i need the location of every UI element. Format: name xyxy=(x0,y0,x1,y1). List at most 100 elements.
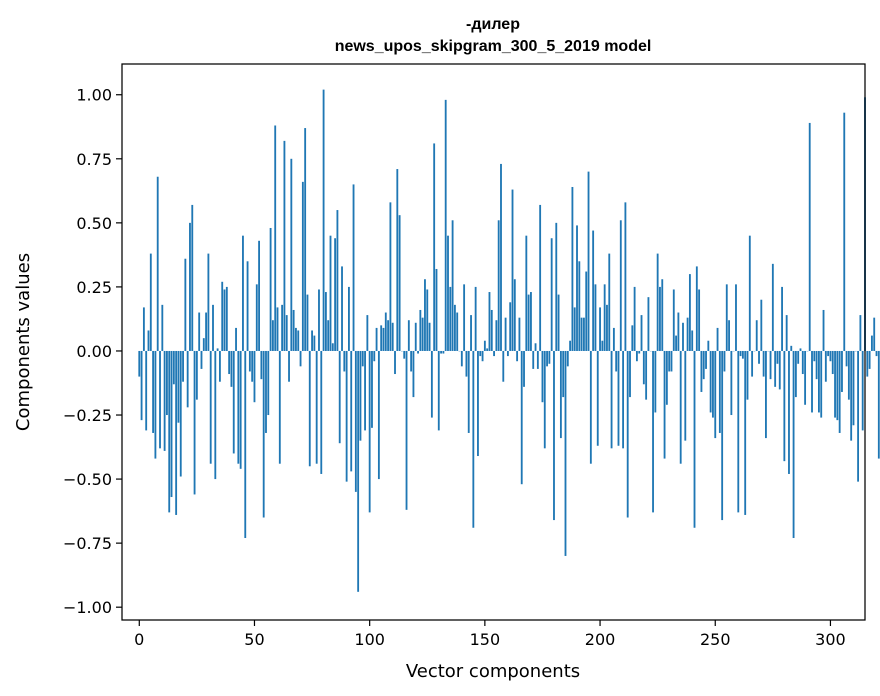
bar-173 xyxy=(536,350,539,369)
bar-293 xyxy=(813,350,816,362)
bar-135 xyxy=(449,286,452,351)
bar-4 xyxy=(147,330,150,351)
bar-308 xyxy=(847,350,850,400)
bar-247 xyxy=(707,340,710,351)
bar-270 xyxy=(760,299,763,351)
bar-260 xyxy=(737,350,740,513)
y-tick-label: −0.25 xyxy=(63,406,112,425)
bar-82 xyxy=(327,320,330,351)
bar-119 xyxy=(412,350,415,398)
bar-124 xyxy=(424,279,426,351)
bar-73 xyxy=(306,294,309,351)
bar-89 xyxy=(343,350,346,372)
bar-320 xyxy=(875,350,878,357)
bar-241 xyxy=(693,350,696,528)
y-tick-label: 1.00 xyxy=(76,86,112,105)
bar-134 xyxy=(447,235,449,351)
bar-205 xyxy=(610,350,613,449)
bar-171 xyxy=(532,350,535,369)
bar-200 xyxy=(599,307,601,351)
bar-242 xyxy=(695,266,698,351)
x-tick-label: 250 xyxy=(700,630,731,649)
bar-40 xyxy=(230,350,233,387)
bar-174 xyxy=(539,204,542,351)
bar-83 xyxy=(329,235,332,351)
bar-236 xyxy=(682,322,684,351)
bar-164 xyxy=(516,350,519,362)
bar-184 xyxy=(562,350,565,398)
bar-206 xyxy=(612,327,615,351)
bar-219 xyxy=(642,350,645,385)
bar-243 xyxy=(698,289,701,351)
bar-221 xyxy=(647,297,650,351)
bar-98 xyxy=(364,350,366,431)
bar-263 xyxy=(744,350,747,515)
bar-17 xyxy=(177,350,180,423)
bar-230 xyxy=(668,350,671,372)
bar-294 xyxy=(815,350,818,380)
bar-85 xyxy=(334,238,337,351)
bar-5 xyxy=(149,253,152,351)
bar-269 xyxy=(758,350,760,364)
bar-20 xyxy=(184,258,187,351)
bar-264 xyxy=(746,350,749,400)
bar-101 xyxy=(371,350,373,428)
bar-65 xyxy=(288,350,290,382)
x-tick-label: 200 xyxy=(585,630,616,649)
bar-38 xyxy=(225,286,228,351)
bar-122 xyxy=(419,309,422,351)
bar-296 xyxy=(820,350,823,418)
bar-26 xyxy=(198,312,201,351)
bar-191 xyxy=(578,261,581,351)
bar-105 xyxy=(380,325,383,351)
bar-70 xyxy=(299,350,302,367)
bar-93 xyxy=(352,184,355,351)
bar-279 xyxy=(781,286,783,351)
bar-248 xyxy=(709,350,712,413)
x-axis-label: Vector components xyxy=(406,661,580,682)
y-tick-label: 0.00 xyxy=(76,342,112,361)
bar-295 xyxy=(818,350,820,413)
bar-52 xyxy=(258,240,260,351)
bar-49 xyxy=(251,350,254,382)
bar-223 xyxy=(652,350,654,513)
y-tick-label: 0.50 xyxy=(76,214,112,233)
bar-21 xyxy=(186,350,189,408)
bar-305 xyxy=(841,350,843,392)
bar-312 xyxy=(857,350,860,482)
bar-series xyxy=(138,89,880,592)
bar-192 xyxy=(580,317,583,351)
y-axis-ticks: −1.00 −0.75 −0.50 −0.25 0.00 0.25 0.50 0.75 1.00 xyxy=(63,86,122,617)
bar-210 xyxy=(622,350,625,449)
bar-112 xyxy=(396,169,399,351)
bar-99 xyxy=(366,315,369,351)
bar-94 xyxy=(354,350,357,492)
bar-244 xyxy=(700,350,703,392)
bar-92 xyxy=(350,350,353,472)
bar-190 xyxy=(576,225,578,351)
bar-50 xyxy=(253,350,256,403)
bar-251 xyxy=(716,327,719,351)
bar-235 xyxy=(679,350,682,464)
bar-51 xyxy=(255,284,258,351)
bar-298 xyxy=(824,350,827,382)
bar-23 xyxy=(191,204,194,351)
bar-146 xyxy=(474,286,477,351)
bar-10 xyxy=(161,304,164,351)
bar-144 xyxy=(470,315,472,351)
bar-276 xyxy=(774,350,777,387)
bar-42 xyxy=(235,327,237,351)
y-axis-label: Components values xyxy=(13,253,34,431)
bar-234 xyxy=(677,312,680,351)
bar-159 xyxy=(504,317,507,351)
x-tick-label: 0 xyxy=(134,630,144,649)
bar-62 xyxy=(281,304,284,351)
bar-132 xyxy=(442,350,445,354)
bar-299 xyxy=(827,350,830,357)
bar-68 xyxy=(295,327,297,351)
bar-169 xyxy=(527,294,530,351)
bar-28 xyxy=(202,338,205,351)
bar-133 xyxy=(444,99,447,351)
bar-59 xyxy=(274,125,277,351)
